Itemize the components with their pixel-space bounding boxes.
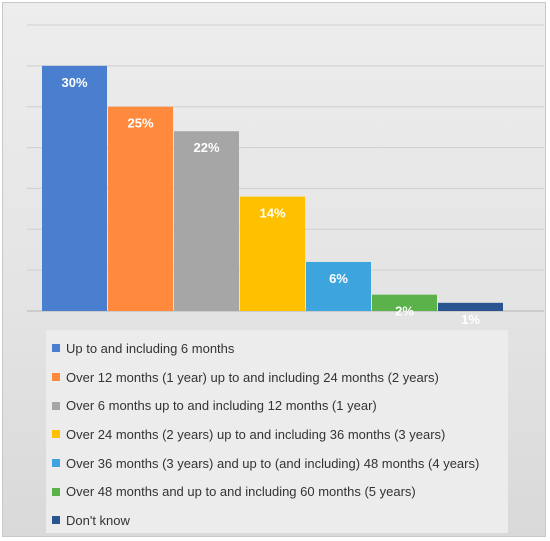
legend-swatch [52,430,60,439]
legend-item-7: Don't know [52,506,508,535]
bar-2 [108,106,173,311]
legend-label: Over 24 months (2 years) up to and inclu… [66,426,446,442]
legend-item-1: Up to and including 6 months [52,334,508,363]
bar-4 [240,196,305,311]
data-labels: 30% 25% 22% 14% 6% 2% 1% [61,75,480,327]
data-label-3: 22% [193,140,219,155]
data-label-7: 1% [461,312,480,327]
chart-frame: 30% 25% 22% 14% 6% 2% 1% Up to and including 6… [2,2,546,537]
data-label-5: 6% [329,271,348,286]
legend-swatch [52,516,60,525]
legend-swatch [52,487,60,496]
legend-item-2: Over 12 months (1 year) up to and includ… [52,363,508,392]
legend-label: Up to and including 6 months [66,340,235,356]
legend: Up to and including 6 months Over 12 mont… [46,330,508,533]
legend-swatch [52,373,60,382]
legend-swatch [52,459,60,468]
data-label-1: 30% [61,75,87,90]
legend-item-3: Over 6 months up to and including 12 mon… [52,391,508,420]
data-label-6: 2% [395,304,414,319]
bar-6 [372,294,437,311]
legend-swatch [52,401,60,410]
bar-3 [174,131,239,311]
legend-label: Over 6 months up to and including 12 mon… [66,398,377,414]
bar-7 [438,302,503,311]
legend-label: Don't know [66,512,130,528]
legend-item-6: Over 48 months and up to and including 6… [52,477,508,506]
bars [42,65,503,311]
legend-label: Over 48 months and up to and including 6… [66,484,416,500]
legend-label: Over 36 months (3 years) and up to (and … [66,455,480,471]
legend-swatch [52,344,60,353]
legend-item-4: Over 24 months (2 years) up to and inclu… [52,420,508,449]
bar-1 [42,65,107,311]
legend-label: Over 12 months (1 year) up to and includ… [66,369,439,385]
legend-item-5: Over 36 months (3 years) and up to (and … [52,449,508,478]
bar-chart: 30% 25% 22% 14% 6% 2% 1% [27,24,544,327]
data-label-2: 25% [127,116,153,131]
data-label-4: 14% [259,206,285,221]
bar-5 [306,261,371,311]
